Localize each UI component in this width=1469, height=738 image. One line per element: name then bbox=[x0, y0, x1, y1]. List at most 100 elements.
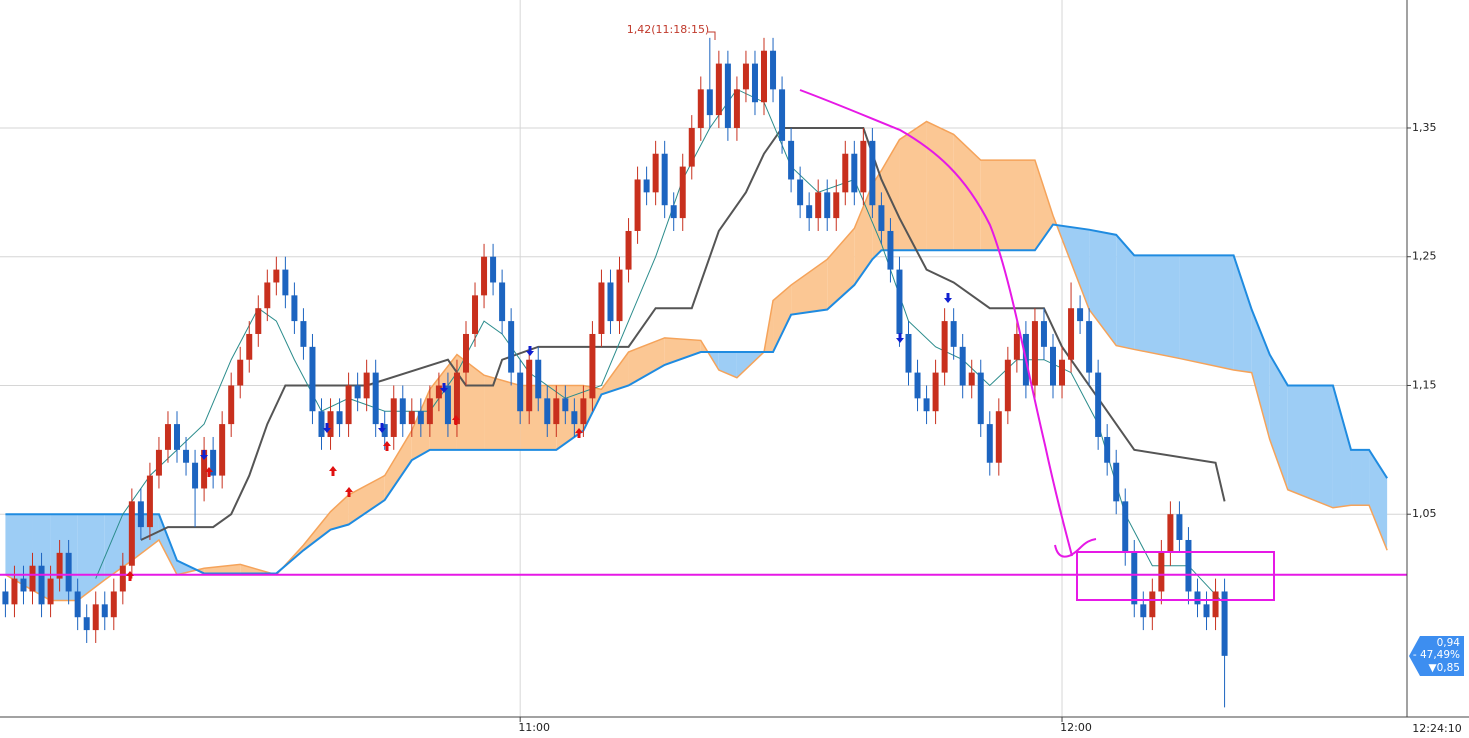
candle-body bbox=[869, 140, 876, 206]
candle-body bbox=[986, 424, 993, 463]
candle-body bbox=[1203, 604, 1210, 618]
candle-body bbox=[526, 359, 533, 412]
candle-body bbox=[508, 321, 515, 373]
candle-body bbox=[1131, 552, 1138, 605]
cloud-fill bbox=[1116, 234, 1135, 350]
candle-body bbox=[183, 449, 190, 463]
cloud-fill bbox=[953, 134, 981, 251]
cloud-fill bbox=[881, 139, 900, 251]
cloud-fill bbox=[348, 475, 385, 525]
drawn-hook bbox=[1054, 538, 1097, 558]
candle-body bbox=[571, 411, 578, 425]
candle-body bbox=[390, 398, 397, 437]
cloud-fill bbox=[980, 160, 1035, 251]
candle-body bbox=[887, 230, 894, 270]
candle-body bbox=[616, 269, 623, 322]
candle-body bbox=[255, 308, 262, 334]
cloud-fill bbox=[1351, 449, 1370, 506]
indicator-line bbox=[140, 126, 1226, 541]
candle-body bbox=[1049, 346, 1056, 386]
candle-body bbox=[462, 333, 469, 373]
candle-body bbox=[1086, 321, 1093, 373]
candle-body bbox=[282, 269, 289, 296]
cloud-fill bbox=[1134, 255, 1180, 359]
candle-body bbox=[119, 565, 126, 592]
candle-body bbox=[923, 398, 930, 412]
candle-body bbox=[237, 359, 244, 386]
candle-body bbox=[977, 372, 984, 425]
candle-body bbox=[453, 372, 460, 425]
candle-body bbox=[354, 385, 361, 399]
candle-body bbox=[1140, 604, 1147, 618]
candle-body bbox=[174, 424, 181, 450]
candle-body bbox=[1149, 591, 1156, 618]
candle-body bbox=[715, 63, 722, 116]
cloud-fill bbox=[773, 285, 792, 352]
candle-body bbox=[499, 282, 506, 322]
candle-body bbox=[788, 140, 795, 180]
cloud-fill bbox=[1269, 354, 1288, 490]
candle-body bbox=[1176, 514, 1183, 540]
candle-body bbox=[20, 578, 27, 592]
cloud-fill bbox=[628, 337, 665, 386]
x-tick-label: 11:00 bbox=[518, 721, 550, 734]
cloud-fill bbox=[601, 351, 629, 395]
last-price: 0,94 bbox=[1437, 637, 1461, 649]
candle-body bbox=[155, 449, 162, 476]
candle-body bbox=[562, 398, 569, 412]
candle-body bbox=[246, 333, 253, 360]
candle-body bbox=[724, 63, 731, 128]
cloud-fill bbox=[1369, 449, 1388, 551]
candle-body bbox=[851, 153, 858, 193]
candle-body bbox=[300, 321, 307, 347]
y-tick-label: 1,05 bbox=[1412, 507, 1437, 520]
cloud-fill bbox=[456, 354, 485, 450]
candle-body bbox=[742, 63, 749, 90]
candle-body bbox=[553, 398, 560, 425]
candle-body bbox=[345, 385, 352, 425]
cloud-fill bbox=[854, 184, 873, 286]
candle-body bbox=[399, 398, 406, 425]
candle-body bbox=[1013, 333, 1020, 360]
candle-body bbox=[201, 449, 208, 489]
candle-body bbox=[733, 89, 740, 128]
candle-body bbox=[598, 282, 605, 334]
candle-body bbox=[273, 269, 280, 283]
candle-body bbox=[128, 501, 135, 566]
cloud-fill bbox=[1332, 385, 1352, 508]
cloud-fill bbox=[303, 511, 331, 551]
candle-body bbox=[219, 424, 226, 476]
drawn-box bbox=[1076, 551, 1275, 601]
candle-body bbox=[291, 295, 298, 322]
candle-body bbox=[1194, 591, 1201, 605]
price-change: - 47,49% bbox=[1413, 649, 1460, 661]
candle-body bbox=[1167, 514, 1174, 553]
cloud-fill bbox=[1179, 255, 1234, 371]
candle-body bbox=[47, 578, 54, 605]
candle-body bbox=[652, 153, 659, 193]
cloud bbox=[5, 120, 1388, 602]
candle-body bbox=[905, 333, 912, 373]
candle-body bbox=[932, 372, 939, 412]
candle-body bbox=[625, 230, 632, 270]
candle-body bbox=[164, 424, 171, 450]
candle-body bbox=[860, 140, 867, 193]
candle-body bbox=[444, 385, 451, 425]
time-label: 12:24:10 bbox=[1412, 722, 1461, 735]
candle-body bbox=[309, 346, 316, 412]
cloud-fill bbox=[384, 430, 412, 501]
candle-body bbox=[806, 205, 813, 219]
candle-body bbox=[83, 617, 90, 631]
cloud-fill bbox=[1089, 229, 1117, 346]
candle-body bbox=[29, 565, 36, 592]
span-b-line bbox=[5, 223, 1388, 575]
candle-body bbox=[56, 552, 63, 579]
candle-body bbox=[589, 333, 596, 399]
candle-body bbox=[995, 411, 1002, 463]
candle-body bbox=[38, 565, 45, 605]
annotation-pointer bbox=[708, 31, 716, 40]
candle-body bbox=[408, 411, 415, 425]
candle-body bbox=[481, 256, 488, 296]
candle-body bbox=[74, 591, 81, 618]
cloud-fill bbox=[50, 514, 78, 601]
